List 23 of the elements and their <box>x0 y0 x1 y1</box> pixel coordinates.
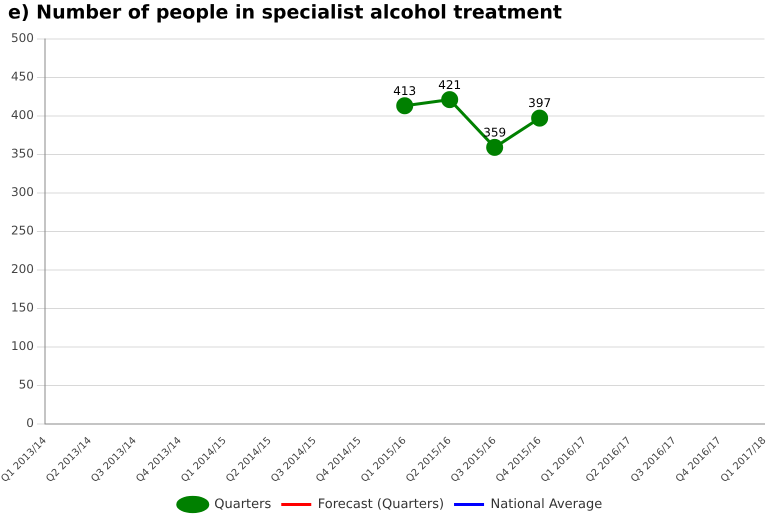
y-tick-label: 100 <box>11 338 34 353</box>
y-tick-label: 500 <box>11 30 34 45</box>
y-tick-label: 0 <box>26 416 34 430</box>
data-label: 397 <box>528 96 552 110</box>
y-tick-label: 350 <box>11 146 34 160</box>
point <box>486 138 504 156</box>
y-tick-label: 50 <box>18 377 34 392</box>
data-label: 359 <box>483 126 506 140</box>
y-tick-label: 250 <box>11 223 34 238</box>
legend-label: National Average <box>490 496 602 512</box>
chart-title: e) Number of people in specialist alcohol treatment <box>8 1 562 24</box>
y-tick-label: 400 <box>11 108 34 122</box>
data-label: 413 <box>393 84 416 98</box>
y-tick-label: 450 <box>11 69 34 84</box>
data-label: 421 <box>438 78 462 92</box>
point <box>396 97 414 114</box>
point <box>531 110 548 127</box>
y-tick-label: 300 <box>11 184 34 199</box>
y-tick-label: 200 <box>11 262 34 276</box>
legend-label: Quarters <box>214 496 272 512</box>
legend-label: Forecast (Quarters) <box>318 496 444 512</box>
point <box>441 91 458 108</box>
y-tick-label: 150 <box>11 300 34 314</box>
